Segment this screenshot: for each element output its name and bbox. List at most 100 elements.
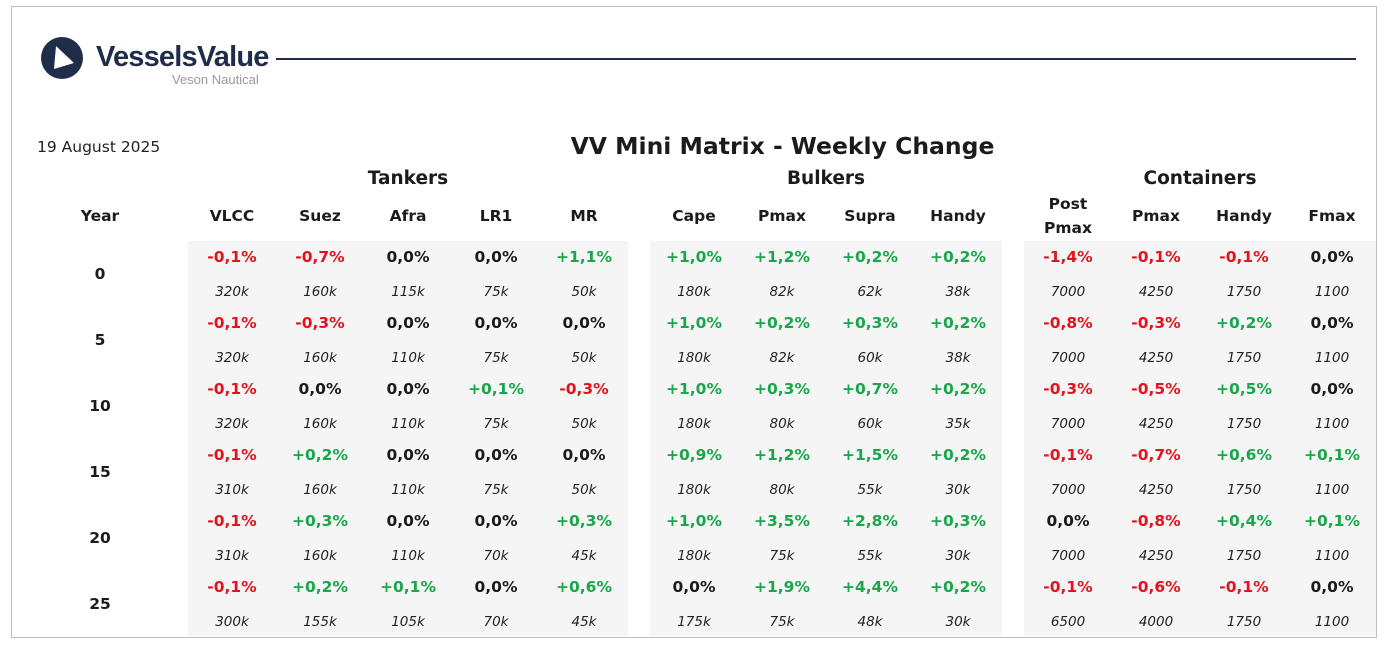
weekly-change-value: 0,0% xyxy=(474,578,518,596)
weekly-change-value: 0,0% xyxy=(474,446,518,464)
column-header: MR xyxy=(570,207,598,225)
vessel-size-value: 160k xyxy=(303,350,337,366)
weekly-change-value: 0,0% xyxy=(386,446,430,464)
weekly-change-value: 0,0% xyxy=(386,314,430,332)
column-header: Afra xyxy=(389,207,427,225)
vessel-size-value: 180k xyxy=(677,284,711,300)
vessel-size-value: 60k xyxy=(857,350,883,366)
vessel-size-value: 7000 xyxy=(1050,416,1086,432)
weekly-change-value: +0,5% xyxy=(1216,380,1272,398)
weekly-change-value: +0,3% xyxy=(754,380,810,398)
vessel-size-value: 1100 xyxy=(1314,482,1350,498)
vessel-size-value: 50k xyxy=(571,350,597,366)
column-header: Cape xyxy=(672,207,716,225)
weekly-change-value: +0,6% xyxy=(1216,446,1272,464)
weekly-change-value: -0,1% xyxy=(1219,248,1269,266)
report-date: 19 August 2025 xyxy=(37,138,161,156)
weekly-change-value: +0,2% xyxy=(1216,314,1272,332)
weekly-change-value: +1,1% xyxy=(556,248,612,266)
weekly-change-value: -1,4% xyxy=(1043,248,1093,266)
vessel-size-value: 320k xyxy=(215,284,249,300)
weekly-change-value: 0,0% xyxy=(386,512,430,530)
vessel-size-value: 75k xyxy=(769,548,795,564)
vessel-size-value: 70k xyxy=(483,548,509,564)
column-header: Handy xyxy=(1216,207,1272,225)
vessel-size-value: 1100 xyxy=(1314,284,1350,300)
year-label: 20 xyxy=(89,529,111,547)
vessel-size-value: 1750 xyxy=(1226,350,1262,366)
vessel-size-value: 30k xyxy=(945,548,971,564)
weekly-change-value: 0,0% xyxy=(1310,248,1354,266)
vessel-size-value: 1100 xyxy=(1314,416,1350,432)
weekly-change-value: 0,0% xyxy=(672,578,716,596)
weekly-change-value: +0,2% xyxy=(754,314,810,332)
weekly-change-value: +0,2% xyxy=(930,578,986,596)
weekly-change-value: 0,0% xyxy=(386,248,430,266)
vessel-size-value: 115k xyxy=(391,284,425,300)
column-header: Pmax xyxy=(1132,207,1180,225)
vessel-size-value: 38k xyxy=(945,350,971,366)
vessel-size-value: 1100 xyxy=(1314,614,1350,630)
vessel-size-value: 45k xyxy=(571,548,597,564)
weekly-change-value: +0,1% xyxy=(1304,446,1360,464)
weekly-change-value: +0,2% xyxy=(842,248,898,266)
vessel-size-value: 62k xyxy=(857,284,883,300)
weekly-change-value: +0,3% xyxy=(292,512,348,530)
vessel-size-value: 6500 xyxy=(1050,614,1086,630)
vessel-size-value: 82k xyxy=(769,284,795,300)
vessel-size-value: 180k xyxy=(677,416,711,432)
header-rule xyxy=(276,58,1356,60)
weekly-change-value: +0,2% xyxy=(292,578,348,596)
vessel-size-value: 55k xyxy=(857,482,883,498)
vessel-size-value: 60k xyxy=(857,416,883,432)
weekly-change-value: 0,0% xyxy=(1046,512,1090,530)
vessel-size-value: 48k xyxy=(857,614,883,630)
year-label: 5 xyxy=(94,331,106,349)
vessel-size-value: 4000 xyxy=(1138,614,1174,630)
group-header-bulkers: Bulkers xyxy=(786,168,866,189)
year-label: 15 xyxy=(89,463,111,481)
weekly-change-value: +1,0% xyxy=(666,314,722,332)
vessel-size-value: 30k xyxy=(945,614,971,630)
weekly-change-value: +1,2% xyxy=(754,248,810,266)
year-column-header: Year xyxy=(80,207,120,225)
weekly-change-value: +0,1% xyxy=(1304,512,1360,530)
vessel-size-value: 35k xyxy=(945,416,971,432)
vessel-size-value: 70k xyxy=(483,614,509,630)
weekly-change-value: +0,2% xyxy=(930,248,986,266)
weekly-change-value: -0,3% xyxy=(1131,314,1181,332)
vessel-size-value: 300k xyxy=(215,614,249,630)
vessel-size-value: 160k xyxy=(303,284,337,300)
weekly-change-value: 0,0% xyxy=(386,380,430,398)
weekly-change-value: +1,9% xyxy=(754,578,810,596)
panel-bulkers xyxy=(650,241,1002,636)
vessel-size-value: 7000 xyxy=(1050,482,1086,498)
vessel-size-value: 110k xyxy=(391,548,425,564)
weekly-change-value: -0,1% xyxy=(207,314,257,332)
vessel-size-value: 55k xyxy=(857,548,883,564)
vessel-size-value: 80k xyxy=(769,416,795,432)
vessel-size-value: 180k xyxy=(677,350,711,366)
vessel-size-value: 50k xyxy=(571,416,597,432)
vessel-size-value: 175k xyxy=(677,614,711,630)
weekly-change-value: 0,0% xyxy=(562,446,606,464)
vessel-size-value: 1750 xyxy=(1226,416,1262,432)
vessel-size-value: 320k xyxy=(215,416,249,432)
column-header: Post Pmax xyxy=(1044,195,1092,237)
year-label: 0 xyxy=(94,265,106,283)
column-header: Supra xyxy=(844,207,896,225)
weekly-change-value: -0,1% xyxy=(1131,248,1181,266)
column-header: VLCC xyxy=(209,207,255,225)
weekly-change-value: +0,3% xyxy=(556,512,612,530)
weekly-change-value: -0,8% xyxy=(1043,314,1093,332)
weekly-change-value: -0,1% xyxy=(207,578,257,596)
panel-tankers xyxy=(188,241,628,636)
weekly-change-value: +1,0% xyxy=(666,380,722,398)
weekly-change-value: -0,3% xyxy=(1043,380,1093,398)
weekly-change-value: -0,1% xyxy=(207,446,257,464)
weekly-change-value: -0,1% xyxy=(1043,446,1093,464)
weekly-change-value: +0,3% xyxy=(930,512,986,530)
vessel-size-value: 75k xyxy=(483,416,509,432)
weekly-change-value: +1,2% xyxy=(754,446,810,464)
weekly-change-value: +0,4% xyxy=(1216,512,1272,530)
